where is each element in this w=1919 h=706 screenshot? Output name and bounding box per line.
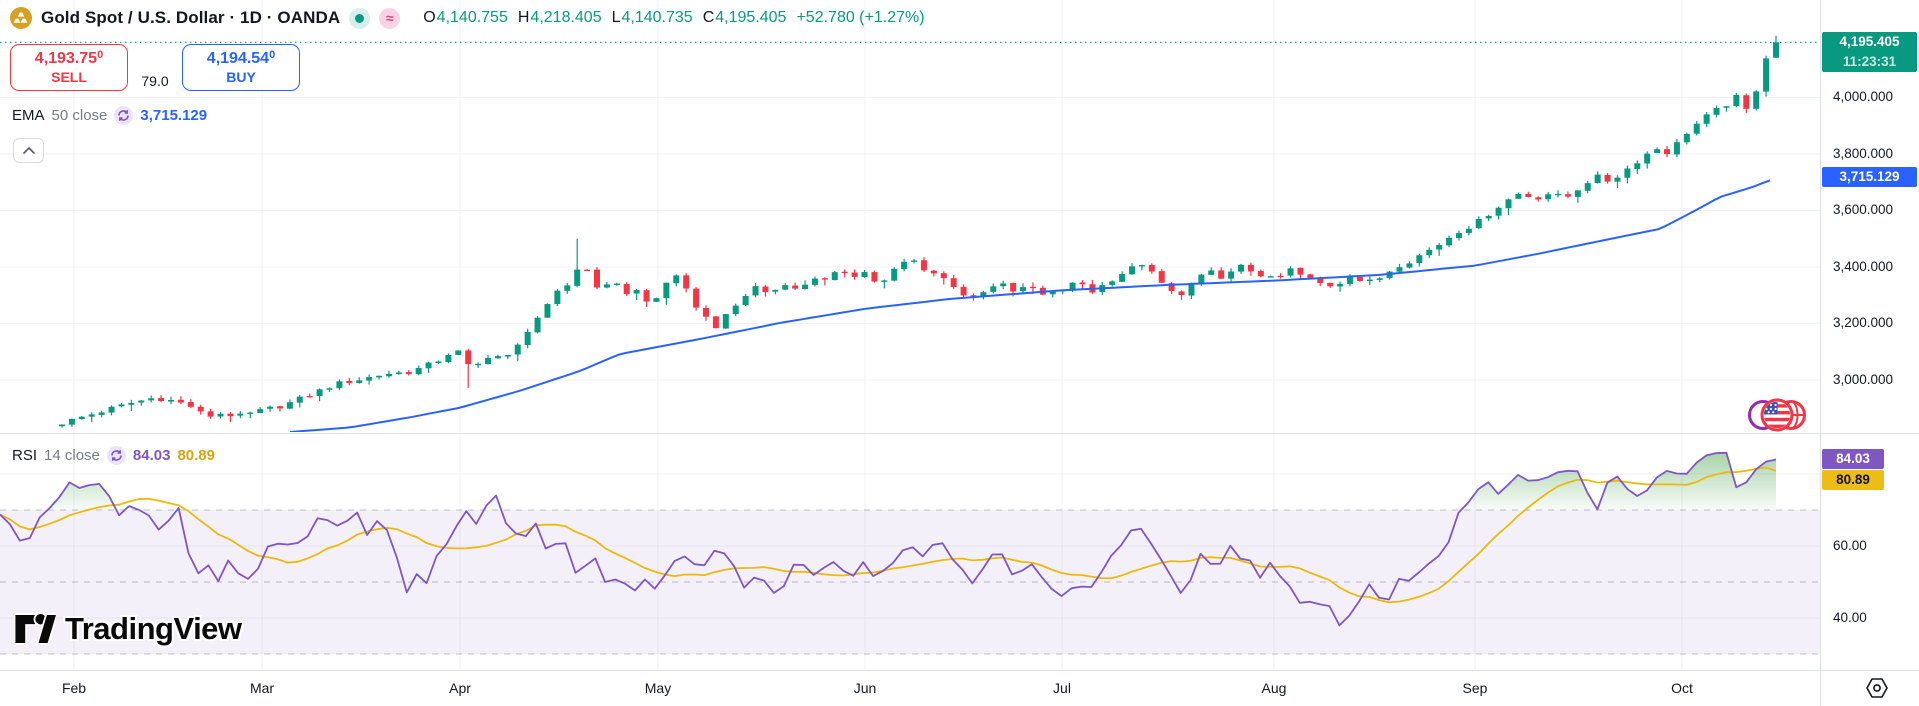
market-status-icon[interactable] [349,7,371,29]
month-label: Jul [1053,680,1071,696]
sell-price: 4,193.750 [34,49,104,68]
time-axis[interactable]: Feb Mar Apr May Jun Jul Aug Sep Oct [0,670,1919,706]
month-label: Aug [1261,680,1287,696]
time-axis-border [0,670,1919,671]
ema-name: EMA [12,107,45,124]
change-value: +52.780 (+1.27%) [796,9,925,26]
countdown: 11:23:31 [1842,54,1897,69]
price-tick: 3,000.000 [1833,372,1894,387]
chart-canvas[interactable] [0,0,1820,670]
month-label: Apr [449,680,471,696]
open-value: 4,140.755 [436,9,508,26]
spread-value: 79.0 [141,73,169,89]
ohlc-values: O4,140.755 H4,218.405 L4,140.735 C4,195.… [423,9,925,26]
close-value: 4,195.405 [715,9,787,26]
rsi-params: 14 close [44,447,100,464]
collapse-panel-button[interactable] [13,138,44,163]
month-label: Mar [249,680,275,696]
tradingview-logo-icon [14,612,56,645]
tradingview-watermark: TradingView [14,611,242,647]
buy-price: 4,194.540 [206,49,276,68]
rsi-ma-value: 80.89 [177,447,215,464]
price-tick: 3,200.000 [1833,315,1894,331]
price-tick: 3,800.000 [1833,145,1894,161]
sell-button[interactable]: 4,193.750 SELL [10,44,128,91]
month-label: Jun [853,680,877,696]
us-flag-globe-icon [1748,398,1806,432]
price-axis-border [1820,0,1821,706]
rsi-tick: 60.00 [1833,538,1867,553]
hexagon-settings-icon[interactable] [1864,675,1890,701]
low-value: 4,140.735 [621,9,693,26]
rsi-legend[interactable]: RSI 14 close 84.03 80.89 [12,446,215,465]
month-label: Feb [61,680,87,696]
high-value: 4,218.405 [530,9,602,26]
ema-price-label: 3,715.129 [1822,167,1917,187]
rsi-value: 84.03 [132,447,171,464]
rsi-tick: 40.00 [1833,610,1867,625]
price-tick: 4,000.000 [1833,89,1894,105]
month-label: Sep [1462,680,1488,696]
symbol-header: Gold Spot / U.S. Dollar · 1D · OANDA ≈ O… [10,7,925,29]
refresh-icon[interactable] [106,446,126,465]
refresh-icon[interactable] [114,106,134,125]
rsi-value-label: 84.03 [1822,449,1884,469]
price-axis[interactable]: 4,195.405 11:23:31 3,715.129 84.03 80.89… [1820,0,1919,670]
rsi-name: RSI [12,447,38,464]
pane-divider[interactable] [0,433,1919,434]
month-label: Oct [1671,680,1693,696]
buy-button[interactable]: 4,194.540 BUY [182,44,300,91]
symbol-title[interactable]: Gold Spot / U.S. Dollar · 1D · OANDA [41,8,341,27]
chevron-up-icon [22,147,35,154]
trade-panel: 4,193.750 SELL 79.0 4,194.540 BUY [10,44,300,91]
ema-params: 50 close [51,107,108,124]
rsi-ma-value-label: 80.89 [1822,470,1884,490]
price-tick: 3,400.000 [1833,258,1894,274]
price-tick: 3,600.000 [1833,202,1894,218]
ema-value: 3,715.129 [140,107,208,124]
gold-coin-icon [10,7,32,29]
delayed-data-icon[interactable]: ≈ [379,7,401,29]
sell-label: SELL [51,68,87,85]
current-price-label: 4,195.405 11:23:31 [1822,32,1917,72]
buy-label: BUY [226,68,256,85]
month-label: May [644,680,672,696]
ema-legend[interactable]: EMA 50 close 3,715.129 [12,106,207,125]
